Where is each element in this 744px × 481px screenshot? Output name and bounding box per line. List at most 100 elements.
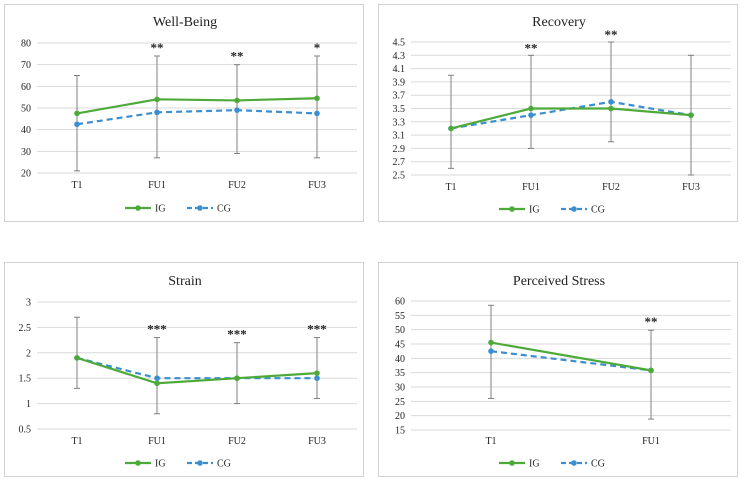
chart-svg-recovery: Recovery 2.5 2.7 2.9 3.1 3.3 3.5 3.7 3.9 4.1 4.3 4.… (393, 15, 731, 216)
data-point-ig (74, 110, 80, 117)
series-line-ig (490, 341, 652, 372)
y-tick-label: 35 (395, 368, 405, 379)
x-tick-label: T1 (445, 182, 456, 193)
data-point-cg (528, 112, 534, 118)
data-point-ig (154, 96, 160, 103)
chart-title-recovery: Recovery (532, 15, 586, 30)
legend-label-cg: CG (217, 459, 231, 470)
y-tick-label: 50 (395, 325, 405, 336)
y-tick-label: 1.5 (19, 374, 32, 385)
legend-marker-ig (135, 460, 141, 466)
y-tick-label: 3.9 (393, 77, 406, 88)
legend-label-ig: IG (529, 459, 540, 470)
y-tick-label: 20 (395, 411, 405, 422)
data-point-ig (488, 339, 494, 346)
data-point-cg (314, 375, 320, 381)
chart-panel-perceived-stress: Perceived Stress 15 20 25 30 35 40 45 50 55 60 T1 FU… (378, 262, 738, 477)
x-tick-label: T1 (71, 180, 82, 191)
y-tick-label: 45 (395, 340, 405, 351)
chart-panel-strain: Strain 0.5 1 1.5 2 2.5 3 T1 FU1 FU2 FU3 *** *** *** IG… (4, 262, 364, 477)
legend-label-ig: IG (155, 204, 166, 215)
y-tick-label: 55 (395, 311, 405, 322)
significance-marker: *** (307, 322, 327, 337)
series-line-cg (490, 350, 652, 372)
data-point-cg (314, 110, 320, 117)
y-tick-label: 4.5 (393, 38, 406, 49)
x-tick-label: FU1 (148, 436, 166, 447)
data-point-cg (488, 348, 494, 354)
data-point-ig (74, 355, 80, 361)
chart-title-strain: Strain (168, 274, 201, 289)
x-tick-label: T1 (485, 436, 496, 447)
data-point-cg (154, 375, 160, 381)
error-bar (448, 74, 454, 169)
data-point-cg (608, 99, 614, 105)
y-tick-label: 2.5 (393, 171, 406, 182)
chart-title-perceived-stress: Perceived Stress (513, 274, 605, 289)
y-tick-label: 50 (21, 104, 31, 115)
series-line-cg (450, 100, 692, 130)
series-line-cg (76, 109, 318, 126)
y-tick-label: 70 (21, 60, 31, 71)
y-tick-label: 2 (26, 348, 31, 359)
chart-svg-perceived-stress: Perceived Stress 15 20 25 30 35 40 45 50 55 60 T1 FU… (395, 274, 731, 470)
legend-marker-ig (509, 460, 515, 466)
error-bar (648, 329, 654, 420)
significance-marker: ** (605, 27, 618, 42)
series-line-ig (76, 356, 318, 385)
series-line-cg (76, 356, 317, 380)
y-tick-label: 40 (395, 354, 405, 365)
y-tick-label: 2.7 (393, 157, 406, 168)
y-tick-label: 4.1 (393, 64, 406, 75)
y-tick-label: 3 (26, 298, 31, 309)
significance-marker: ** (525, 40, 538, 55)
data-point-ig (448, 125, 454, 132)
x-tick-label: FU2 (602, 182, 620, 193)
legend-label-cg: CG (217, 204, 231, 215)
chart-svg-strain: Strain 0.5 1 1.5 2 2.5 3 T1 FU1 FU2 FU3 *** *** *** IG… (19, 274, 357, 470)
series-line-ig (76, 97, 318, 115)
significance-marker: * (314, 40, 321, 55)
y-tick-label: 60 (395, 297, 405, 308)
legend-marker-cg (571, 460, 577, 466)
y-tick-label: 30 (395, 383, 405, 394)
x-tick-label: FU2 (228, 180, 246, 191)
x-tick-label: T1 (71, 436, 82, 447)
error-bar (608, 41, 614, 143)
legend-marker-cg (571, 206, 577, 212)
legend-label-ig: IG (529, 205, 540, 216)
data-point-ig (314, 95, 320, 102)
data-point-ig (648, 367, 654, 374)
y-tick-label: 0.5 (19, 425, 32, 436)
significance-marker: ** (151, 40, 164, 55)
y-tick-label: 40 (21, 125, 31, 136)
y-tick-label: 2.9 (393, 144, 406, 155)
error-bar (314, 337, 320, 400)
data-point-ig (688, 112, 694, 118)
error-bar (74, 316, 80, 389)
y-tick-label: 1 (26, 399, 31, 410)
data-point-ig (528, 105, 534, 112)
legend-label-ig: IG (155, 459, 166, 470)
x-tick-label: FU3 (682, 182, 700, 193)
y-tick-label: 3.3 (393, 117, 406, 128)
y-tick-label: 25 (395, 397, 405, 408)
series-line-ig (450, 107, 692, 130)
data-point-ig (314, 370, 320, 376)
y-tick-label: 20 (21, 169, 31, 180)
x-tick-label: FU1 (642, 436, 660, 447)
legend-marker-ig (509, 206, 515, 212)
y-tick-label: 4.3 (393, 51, 406, 62)
y-tick-label: 3.5 (393, 104, 406, 115)
significance-marker: ** (231, 49, 244, 64)
x-tick-label: FU1 (148, 180, 166, 191)
legend-marker-cg (197, 205, 203, 211)
legend-marker-cg (197, 460, 203, 466)
y-tick-label: 3.7 (393, 91, 406, 102)
error-bar (528, 54, 534, 149)
significance-marker: *** (227, 327, 247, 342)
x-tick-label: FU3 (308, 180, 326, 191)
chart-title-well-being: Well-Being (153, 15, 217, 30)
error-bar (234, 342, 240, 405)
